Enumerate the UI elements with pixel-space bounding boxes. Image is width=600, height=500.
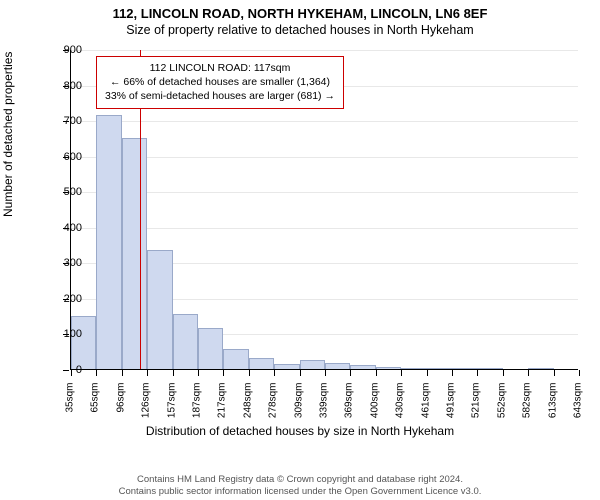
- property-info-box: 112 LINCOLN ROAD: 117sqm← 66% of detache…: [96, 56, 344, 109]
- y-axis-label: Number of detached properties: [1, 52, 15, 217]
- x-tick-label: 217sqm: [217, 383, 228, 433]
- y-tick-label: 500: [42, 186, 82, 198]
- x-tick-label: 65sqm: [90, 383, 101, 433]
- histogram-bar: [274, 364, 299, 369]
- x-tick-label: 126sqm: [141, 383, 152, 433]
- x-tick-label: 339sqm: [319, 383, 330, 433]
- x-tick: [579, 370, 580, 376]
- x-tick-label: 187sqm: [192, 383, 203, 433]
- info-line-2: ← 66% of detached houses are smaller (1,…: [105, 75, 335, 89]
- x-tick: [401, 370, 402, 376]
- page-title: 112, LINCOLN ROAD, NORTH HYKEHAM, LINCOL…: [0, 6, 600, 21]
- histogram-bar: [477, 368, 502, 369]
- x-tick: [503, 370, 504, 376]
- histogram-bar: [325, 363, 350, 369]
- x-tick: [376, 370, 377, 376]
- y-tick-label: 800: [42, 80, 82, 92]
- x-tick: [274, 370, 275, 376]
- x-tick: [198, 370, 199, 376]
- x-tick-label: 278sqm: [268, 383, 279, 433]
- y-tick-label: 100: [42, 328, 82, 340]
- y-tick-label: 200: [42, 293, 82, 305]
- gridline: [71, 50, 578, 51]
- x-tick-label: 35sqm: [65, 383, 76, 433]
- x-tick: [300, 370, 301, 376]
- histogram-bar: [528, 368, 553, 369]
- gridline: [71, 121, 578, 122]
- histogram-bar: [427, 368, 452, 369]
- chart-container: Number of detached properties Distributi…: [0, 42, 600, 452]
- x-tick-label: 369sqm: [344, 383, 355, 433]
- footer-attribution: Contains HM Land Registry data © Crown c…: [0, 474, 600, 498]
- x-tick-label: 461sqm: [420, 383, 431, 433]
- histogram-bar: [173, 314, 198, 369]
- x-tick: [350, 370, 351, 376]
- histogram-bar: [122, 138, 147, 369]
- x-tick: [325, 370, 326, 376]
- info-line-3: 33% of semi-detached houses are larger (…: [105, 89, 335, 103]
- x-tick: [147, 370, 148, 376]
- x-tick: [427, 370, 428, 376]
- x-tick-label: 248sqm: [242, 383, 253, 433]
- x-tick-label: 157sqm: [166, 383, 177, 433]
- y-tick-label: 400: [42, 222, 82, 234]
- x-tick-label: 96sqm: [115, 383, 126, 433]
- footer-line-2: Contains public sector information licen…: [119, 486, 482, 497]
- x-tick: [173, 370, 174, 376]
- x-tick-label: 400sqm: [369, 383, 380, 433]
- y-tick-label: 300: [42, 257, 82, 269]
- histogram-bar: [223, 349, 248, 369]
- x-tick-label: 521sqm: [471, 383, 482, 433]
- x-tick: [96, 370, 97, 376]
- histogram-bar: [350, 365, 375, 369]
- histogram-bar: [376, 367, 401, 369]
- x-tick-label: 552sqm: [496, 383, 507, 433]
- histogram-bar: [401, 368, 426, 369]
- info-line-1: 112 LINCOLN ROAD: 117sqm: [105, 61, 335, 75]
- x-tick-label: 309sqm: [293, 383, 304, 433]
- x-tick: [223, 370, 224, 376]
- y-tick-label: 0: [42, 364, 82, 376]
- histogram-bar: [452, 368, 477, 369]
- y-tick-label: 700: [42, 115, 82, 127]
- histogram-bar: [96, 115, 121, 369]
- x-tick: [528, 370, 529, 376]
- x-tick-label: 430sqm: [395, 383, 406, 433]
- x-tick: [554, 370, 555, 376]
- x-tick: [249, 370, 250, 376]
- x-tick-label: 613sqm: [547, 383, 558, 433]
- x-tick-label: 491sqm: [446, 383, 457, 433]
- x-tick: [452, 370, 453, 376]
- y-tick-label: 600: [42, 151, 82, 163]
- histogram-bar: [71, 316, 96, 369]
- histogram-bar: [249, 358, 274, 369]
- histogram-bar: [300, 360, 325, 369]
- page-subtitle: Size of property relative to detached ho…: [0, 23, 600, 37]
- histogram-bar: [198, 328, 223, 369]
- y-tick-label: 900: [42, 44, 82, 56]
- x-tick: [122, 370, 123, 376]
- footer-line-1: Contains HM Land Registry data © Crown c…: [137, 474, 463, 485]
- histogram-bar: [147, 250, 172, 369]
- x-tick-label: 582sqm: [522, 383, 533, 433]
- x-tick-label: 643sqm: [573, 383, 584, 433]
- x-tick: [477, 370, 478, 376]
